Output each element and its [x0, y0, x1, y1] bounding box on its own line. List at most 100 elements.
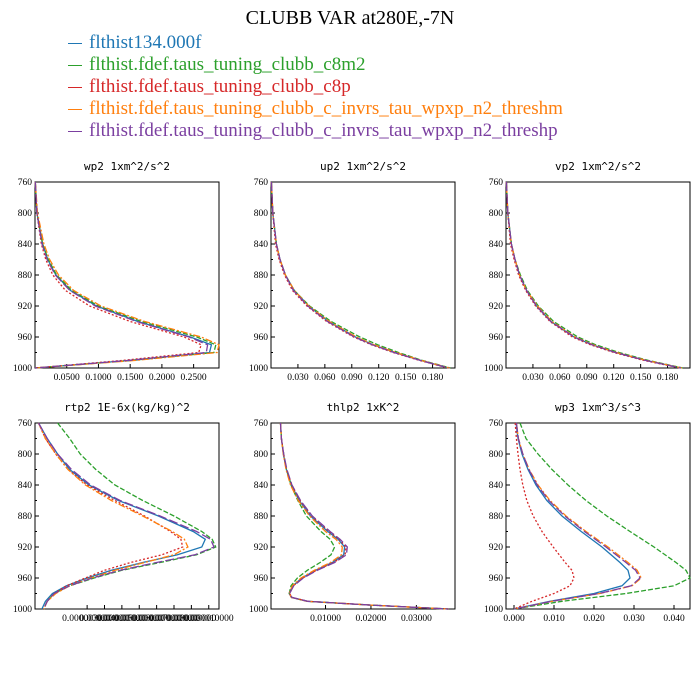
- y-tick-label: 920: [489, 302, 504, 312]
- y-tick-label: 1000: [484, 605, 503, 615]
- series-line: [505, 181, 683, 369]
- y-tick-label: 840: [489, 240, 504, 250]
- x-tick-label: 0.030: [623, 614, 645, 624]
- x-tick-label: 0.010: [543, 614, 565, 624]
- series-line: [34, 181, 202, 369]
- legend-label: flthist.fdef.taus_tuning_clubb_c8p: [89, 76, 351, 97]
- legend-swatch: [68, 64, 82, 66]
- y-tick-label: 800: [254, 209, 269, 219]
- y-tick-label: 920: [18, 543, 33, 553]
- x-tick-label: 0.000006000: [114, 614, 164, 624]
- y-tick-label: 960: [18, 333, 33, 343]
- y-tick-label: 880: [18, 271, 33, 281]
- y-tick-label: 880: [254, 512, 269, 522]
- x-tick-label: 0.2500: [181, 373, 207, 383]
- x-tick-label: 0.060: [549, 373, 571, 383]
- legend-item: flthist.fdef.taus_tuning_clubb_c8m2: [68, 54, 563, 76]
- y-tick-label: 1000: [13, 364, 32, 374]
- series-line: [270, 181, 449, 369]
- panel-title: wp3 1xm^3/s^3: [555, 401, 641, 414]
- y-tick-label: 1000: [484, 364, 503, 374]
- y-tick-label: 800: [489, 209, 504, 219]
- plot-frame: [34, 422, 220, 610]
- series-line: [279, 422, 449, 610]
- series-line: [34, 181, 209, 369]
- y-tick-label: 920: [254, 302, 269, 312]
- series-line: [34, 181, 220, 369]
- y-tick-label: 760: [254, 178, 269, 188]
- y-tick-label: 760: [489, 178, 504, 188]
- x-tick-label: 0.000005000: [97, 614, 147, 624]
- panel-title: thlp2 1xK^2: [327, 401, 400, 414]
- chart-panel: wp2 1xm^2/s^2 760 800 840 880 920 960 1000 0.050…: [13, 160, 220, 383]
- chart-main-title: CLUBB VAR at280E,-7N: [245, 7, 455, 29]
- panel-title: wp2 1xm^2/s^2: [84, 160, 170, 173]
- x-tick-label: 0.0500: [54, 373, 80, 383]
- x-tick-label: 0.000009000: [166, 614, 216, 624]
- plot-frame: [34, 181, 220, 369]
- y-tick-label: 960: [254, 333, 269, 343]
- x-tick-label: 0.000: [503, 614, 525, 624]
- x-tick-label: 0.120: [603, 373, 625, 383]
- y-tick-label: 840: [18, 481, 33, 491]
- y-tick-label: 1000: [249, 605, 268, 615]
- x-tick-label: 0.040: [663, 614, 685, 624]
- x-tick-label: 0.060: [314, 373, 336, 383]
- y-tick-label: 760: [18, 419, 33, 429]
- legend-item: flthist.fdef.taus_tuning_clubb_c_invrs_t…: [68, 120, 563, 142]
- series-line: [513, 422, 641, 610]
- y-tick-label: 880: [18, 512, 33, 522]
- series-line: [34, 181, 217, 369]
- series-line: [279, 422, 449, 610]
- y-tick-label: 920: [254, 543, 269, 553]
- legend-label: flthist.fdef.taus_tuning_clubb_c_invrs_t…: [89, 120, 558, 141]
- y-tick-label: 800: [18, 209, 33, 219]
- series-line: [37, 422, 207, 610]
- x-tick-label: 0.150: [630, 373, 652, 383]
- series-line: [37, 422, 215, 610]
- legend-swatch: [68, 86, 82, 88]
- x-tick-label: 0.000004000: [80, 614, 130, 624]
- series-line: [37, 422, 189, 610]
- y-tick-label: 840: [254, 481, 269, 491]
- legend-label: flthist.fdef.taus_tuning_clubb_c8m2: [89, 54, 366, 75]
- series-line: [279, 422, 449, 610]
- legend-item: flthist134.000f: [68, 32, 563, 54]
- y-tick-label: 960: [489, 574, 504, 584]
- legend-label: flthist134.000f: [89, 32, 202, 53]
- series-line: [43, 422, 217, 610]
- y-tick-label: 960: [254, 574, 269, 584]
- x-tick-label: 0.090: [341, 373, 363, 383]
- x-tick-label: 0.000010000: [184, 614, 234, 624]
- legend-swatch: [68, 42, 82, 44]
- x-tick-label: 0.03000: [401, 614, 432, 624]
- y-tick-label: 760: [254, 419, 269, 429]
- legend-label: flthist.fdef.taus_tuning_clubb_c_invrs_t…: [89, 98, 563, 119]
- panel-title: rtp2 1E-6x(kg/kg)^2: [64, 401, 190, 414]
- series-line: [270, 181, 448, 369]
- x-tick-label: 0.120: [368, 373, 390, 383]
- y-tick-label: 880: [489, 271, 504, 281]
- legend-item: flthist.fdef.taus_tuning_clubb_c8p: [68, 76, 563, 98]
- legend-item: flthist.fdef.taus_tuning_clubb_c_invrs_t…: [68, 98, 563, 120]
- y-tick-label: 800: [254, 450, 269, 460]
- y-tick-label: 800: [489, 450, 504, 460]
- series-line: [513, 422, 691, 610]
- series-line: [279, 422, 449, 610]
- y-tick-label: 880: [489, 512, 504, 522]
- y-tick-label: 760: [18, 178, 33, 188]
- x-tick-label: 0.01000: [310, 614, 341, 624]
- chart-panel: vp2 1xm^2/s^2 760 800 840 880 920 960 1000 0.030…: [484, 160, 691, 383]
- legend: flthist134.000f flthist.fdef.taus_tuning_…: [68, 32, 563, 142]
- series-line: [505, 181, 682, 369]
- panel-title: vp2 1xm^2/s^2: [555, 160, 641, 173]
- plot-frame: [505, 181, 691, 369]
- series-line: [513, 422, 575, 610]
- y-tick-label: 1000: [249, 364, 268, 374]
- panel-title: up2 1xm^2/s^2: [320, 160, 406, 173]
- x-tick-label: 0.02000: [356, 614, 387, 624]
- x-tick-label: 0.000007000: [132, 614, 182, 624]
- series-line: [505, 181, 683, 369]
- series-line: [34, 181, 213, 369]
- x-tick-label: 0.180: [657, 373, 679, 383]
